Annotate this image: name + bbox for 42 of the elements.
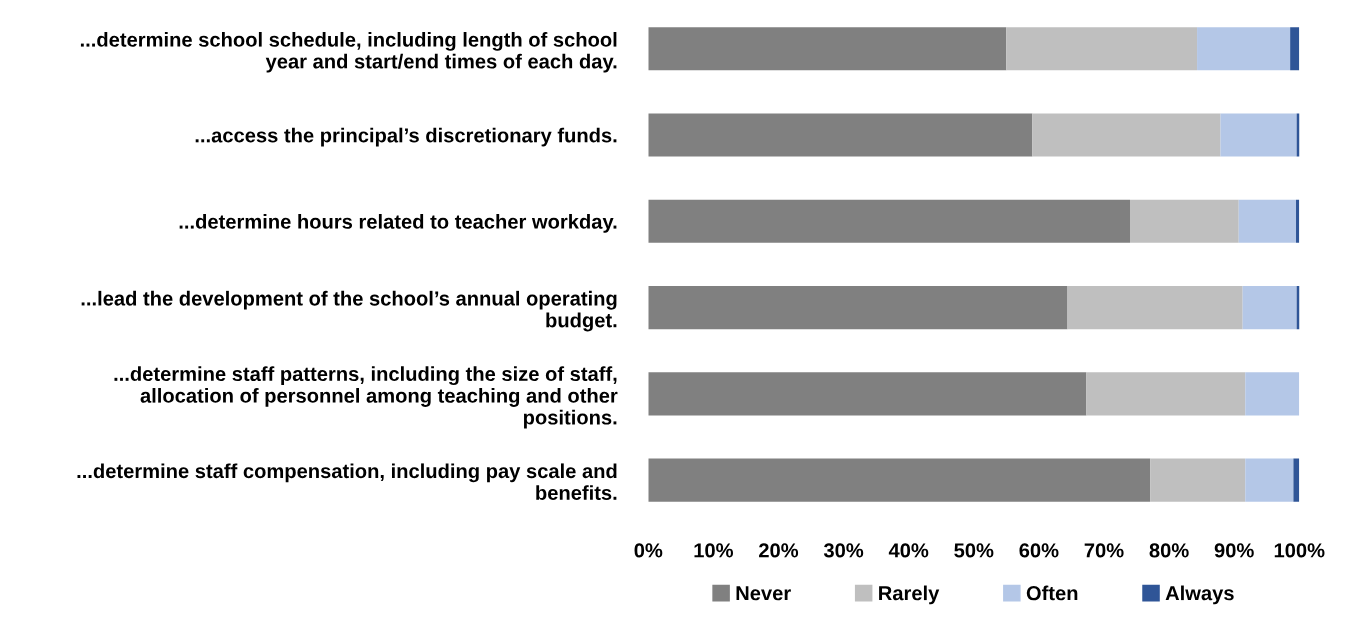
y-tick-label: ...determine staff patterns, including the size of staff, allocation of personnel among teaching and other positions.: [114, 366, 618, 429]
bar: [648, 286, 1068, 330]
bar: [648, 113, 1033, 157]
bar: [648, 199, 1131, 243]
bar: [1032, 113, 1221, 157]
y-tick-label: ...lead the development of the school’s annual operating budget.: [81, 290, 617, 332]
bar: [648, 372, 1087, 416]
x-tick-label: 100%: [1274, 543, 1325, 558]
bar: [1238, 199, 1297, 243]
x-tick-label: 10%: [694, 543, 734, 558]
bar: [648, 27, 1007, 71]
x-tick-label: 50%: [954, 543, 994, 558]
y-tick-label: ...determine hours related to teacher workday.: [179, 213, 617, 233]
y-tick-label: ...access the principal’s discretionary funds.: [195, 127, 617, 147]
bar: [1296, 199, 1300, 243]
y-tick-label: ...determine school schedule, including length of school year and start/end times of each day.: [80, 31, 617, 73]
x-tick-label: 80%: [1149, 543, 1189, 558]
legend-label: Never: [736, 586, 791, 601]
bar: [1245, 372, 1300, 416]
bar: [1197, 27, 1291, 71]
legend-label: Rarely: [879, 585, 940, 605]
x-tick-label: 90%: [1214, 543, 1254, 558]
legend-label: Often: [1026, 585, 1078, 601]
x-tick-label: 60%: [1019, 543, 1059, 558]
x-tick-label: 70%: [1084, 543, 1124, 558]
bar: [1245, 458, 1294, 502]
bar: [1242, 286, 1297, 330]
bar: [1293, 458, 1300, 502]
bar: [1290, 27, 1300, 71]
x-tick-label: 40%: [888, 543, 929, 558]
x-tick-label: 30%: [823, 543, 864, 558]
bar: [648, 458, 1151, 502]
y-tick-label: ...determine staff compensation, including pay scale and benefits.: [77, 463, 617, 500]
legend-label: Always: [1165, 585, 1234, 605]
x-tick-label: 0%: [634, 543, 663, 558]
x-tick-label: 20%: [759, 543, 799, 558]
bar: [1006, 27, 1198, 71]
bar: [1067, 286, 1243, 330]
bar: [1220, 113, 1297, 157]
bar: [1086, 372, 1246, 416]
bar: [1130, 199, 1239, 243]
bar: [1150, 458, 1246, 502]
